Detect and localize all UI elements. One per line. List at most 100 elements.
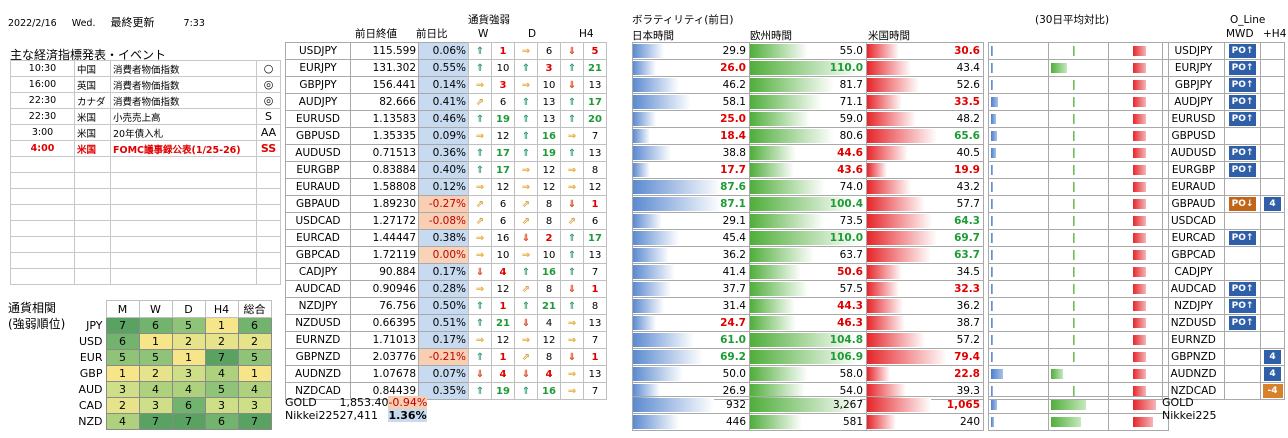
price-row: Nikkei225 27,411 1.36% (285, 409, 428, 422)
correlation-header: 総合 (237, 300, 272, 318)
avg-cell (988, 161, 1049, 179)
arrow-up-icon: ⇑ (468, 382, 492, 400)
strength-value: 20 (583, 110, 607, 128)
event-country: 米国 (74, 124, 111, 141)
avg-bar (991, 182, 993, 192)
vol-bar (633, 231, 680, 245)
oline-pair: EURCAD (1162, 229, 1225, 247)
vol-us: 22.8 (866, 365, 984, 383)
vol-bar (867, 112, 916, 126)
vol-value: 63.7 (839, 249, 863, 261)
vol-bar (867, 95, 902, 109)
avg-cell (1048, 178, 1109, 196)
mwd-cell: PO↑ (1224, 76, 1261, 94)
volatility-row: 25.0 59.0 48.2 (632, 110, 984, 128)
vol-bar (750, 78, 834, 92)
vol-us: 38.7 (866, 314, 984, 332)
vol-bar (867, 398, 931, 412)
vol-bar (867, 61, 912, 75)
vol-value: 61.0 (720, 334, 746, 346)
vol-bar (750, 180, 826, 194)
oline-pair: AUDJPY (1162, 93, 1225, 111)
avg-bar (1132, 417, 1154, 427)
event-row: 3:00 米国 20年債入札 AA (10, 124, 281, 141)
change-pct: 0.12% (418, 178, 469, 196)
vol-eu: 110.0 (749, 59, 867, 77)
avg-bar (1072, 233, 1075, 243)
avg-cell (1108, 144, 1169, 162)
pair-name: NZDJPY (285, 297, 351, 315)
price-row: GBPJPY 156.441 0.14% (285, 76, 469, 94)
vol-us: 57.2 (866, 331, 984, 349)
avg-cell (1048, 348, 1109, 366)
oline-pair: EURGBP (1162, 161, 1225, 179)
event-row (10, 188, 281, 205)
avg-cell (1108, 413, 1169, 431)
vol-eu: 57.5 (749, 280, 867, 298)
h4-cell (1260, 212, 1285, 230)
vol-value: 240 (959, 416, 980, 428)
mwd-cell: PO↑ (1224, 42, 1261, 60)
close-price: 76.756 (350, 297, 419, 315)
extra-price-table: GOLD 1,853.40 -0.94% Nikkei225 27,411 1.36% (285, 396, 428, 422)
event-mark (256, 220, 281, 237)
vol-bar (633, 61, 657, 75)
avg-bar (1132, 284, 1146, 294)
h4-cell (1260, 93, 1285, 111)
pair-name: EURAUD (285, 178, 351, 196)
pair-name: GOLD (285, 396, 317, 409)
arrow-upright-icon: ⇗ (468, 93, 492, 111)
h4-cell (1260, 76, 1285, 94)
change-pct: 0.28% (418, 280, 469, 298)
vol-bar (867, 197, 925, 211)
arrow-down-icon: ⇓ (560, 76, 584, 94)
correlation-row: CAD 2 3 6 3 3 (78, 397, 272, 414)
change-pct: 0.46% (418, 110, 469, 128)
vol-bar (867, 384, 907, 398)
change-pct: 0.06% (418, 42, 469, 60)
avg-cell (1108, 93, 1169, 111)
avg-bar (1132, 386, 1146, 396)
avg-cell (988, 331, 1049, 349)
change-pct: -0.94% (388, 396, 428, 409)
avg-bar (1072, 114, 1075, 124)
avg-row (988, 161, 1169, 179)
oline-pair: GBPCAD (1162, 246, 1225, 264)
avg-bar (1132, 216, 1146, 226)
correlation-row: EUR 5 5 1 7 5 (78, 349, 272, 366)
mwd-cell: PO↑ (1224, 59, 1261, 77)
strength-value: 8 (537, 280, 561, 298)
vol-value: 57.2 (956, 334, 980, 346)
avg-bar (991, 46, 993, 56)
mwd-cell: PO↑ (1224, 297, 1261, 315)
h4-cell (1260, 297, 1285, 315)
vol-eu: 3,267 (749, 396, 867, 414)
vol-value: 104.8 (829, 334, 863, 346)
vol-bar (867, 129, 937, 143)
strength-value: 10 (491, 246, 515, 264)
volatility-extra-table: 932 3,267 1,065 446 581 240 (632, 396, 984, 431)
price-row: EURAUD 1.58808 0.12% (285, 178, 469, 196)
avg-bar (1072, 267, 1075, 277)
vol-value: 30.6 (954, 45, 980, 57)
arrow-down-icon: ⇓ (560, 280, 584, 298)
vol-jp: 18.4 (632, 127, 750, 145)
vol-value: 18.4 (720, 130, 746, 142)
vol-bar (867, 282, 900, 296)
strength-value: 12 (537, 331, 561, 349)
corner (78, 300, 106, 318)
close-price: 131.302 (350, 59, 419, 77)
vol-bar (750, 112, 811, 126)
avg-cell (1048, 413, 1109, 431)
arrow-right-icon: ⇒ (468, 229, 492, 247)
mwd-cell: PO↑ (1224, 161, 1261, 179)
avg-bar (1132, 267, 1146, 277)
avg-cell (988, 413, 1049, 431)
pair-name: GBPAUD (285, 195, 351, 213)
avg-bar (1072, 80, 1075, 90)
h4-cell (1260, 127, 1285, 145)
vol-eu: 71.1 (749, 93, 867, 111)
volatility-row: 29.1 73.5 64.3 (632, 212, 984, 230)
strength-value: 13 (583, 365, 607, 383)
avg-cell (1108, 348, 1169, 366)
